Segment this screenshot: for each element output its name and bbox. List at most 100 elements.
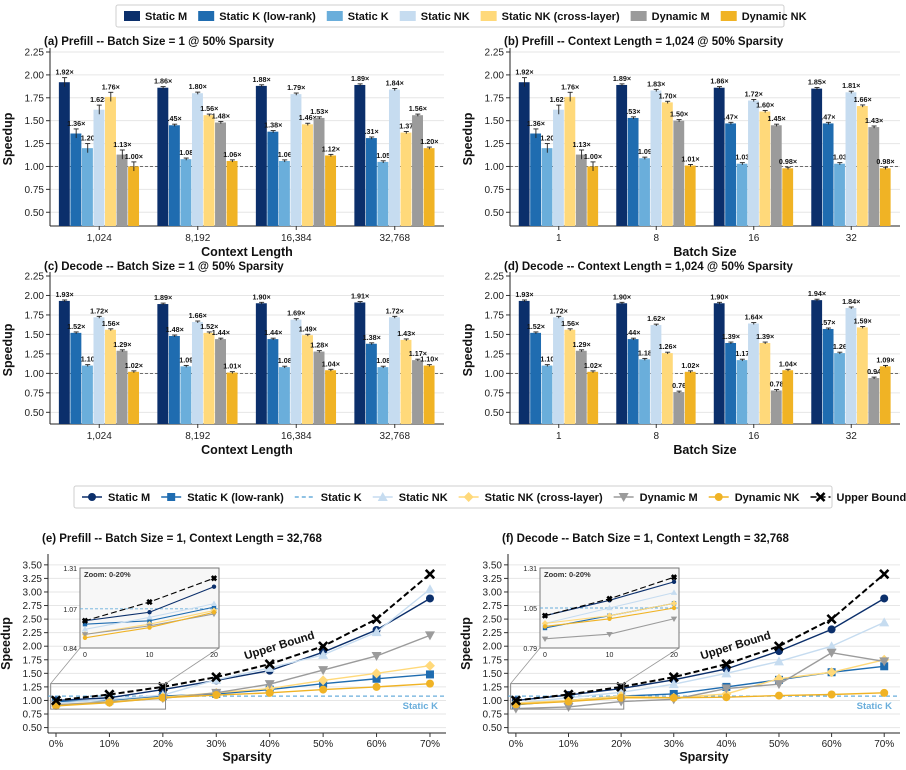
data-label: 1.79× [287, 83, 305, 92]
data-label: 1.66× [189, 311, 207, 320]
panel-c-decode-context: (c) Decode -- Batch Size = 1 @ 50% Spars… [1, 261, 444, 457]
bar [81, 365, 93, 424]
series-line [55, 588, 431, 704]
bar [116, 154, 128, 226]
bar [278, 367, 290, 424]
y-tick-label: 1.25 [25, 349, 45, 360]
data-point [158, 693, 167, 702]
legend-marker [463, 492, 474, 502]
inset-title: Zoom: 0-20% [544, 570, 591, 579]
data-point [879, 568, 890, 580]
bar [313, 117, 325, 226]
data-point [424, 660, 435, 671]
data-point [827, 625, 836, 634]
data-label: 1.86× [710, 77, 728, 86]
legend-label: Static NK [399, 492, 448, 504]
data-label: 1.38× [363, 333, 381, 342]
bar [128, 166, 140, 226]
bar [713, 87, 725, 226]
panel-b-prefill-batch: (b) Prefill -- Context Length = 1,024 @ … [461, 36, 900, 259]
x-tick-label: 16 [748, 233, 760, 244]
inset-y-tick-label: 1.07 [63, 607, 77, 614]
y-tick-label: 2.50 [483, 615, 503, 626]
bar [725, 123, 737, 226]
top-legend: Static M Static K (low-rank) Static K Stati… [115, 4, 807, 28]
data-label: 1.48× [166, 325, 184, 334]
bar [834, 163, 845, 226]
y-tick-label: 3.25 [23, 574, 43, 585]
series-line [515, 692, 885, 705]
x-tick-label: 70% [874, 739, 894, 750]
data-label: 1.04× [779, 359, 797, 368]
bar [713, 303, 725, 424]
panel-title: (a) Prefill -- Batch Size = 1 @ 50% Spar… [44, 36, 275, 48]
inset-point [671, 605, 677, 611]
bar [822, 123, 834, 226]
data-label: .47× [724, 112, 738, 121]
data-label: 1.56× [200, 104, 218, 113]
legend-swatch [720, 11, 737, 21]
bar [70, 133, 82, 226]
data-label: 1.52× [527, 322, 545, 331]
data-label: 1.81× [842, 81, 860, 90]
series-line [515, 597, 885, 702]
legend-marker [167, 493, 176, 501]
data-point [424, 584, 435, 594]
legend-swatch [326, 11, 343, 21]
x-tick-label: 70% [420, 739, 440, 750]
bar [575, 154, 587, 226]
data-label: 1.90× [710, 292, 728, 301]
data-point [774, 691, 783, 700]
series-line [515, 573, 885, 702]
data-point [773, 641, 785, 652]
data-label: 1.66× [854, 95, 872, 104]
y-tick-label: 1.50 [23, 669, 43, 680]
legend-label: Static NK (cross-layer) [502, 11, 620, 23]
data-point [721, 668, 732, 678]
panel-d-decode-batch: (d) Decode -- Context Length = 1,024 @ 5… [461, 261, 900, 457]
data-label: 1.69× [287, 309, 305, 318]
inset-point [671, 579, 677, 585]
data-point [879, 617, 890, 627]
bar [215, 122, 226, 226]
bar [302, 124, 313, 226]
data-label: 1.09 [179, 355, 193, 364]
y-tick-label: 1.25 [485, 139, 505, 150]
data-label: 1.89× [351, 74, 369, 83]
bar [168, 335, 180, 424]
data-label: 1.88× [253, 75, 271, 84]
data-point [265, 688, 274, 697]
y-axis-label: Speedup [461, 112, 475, 165]
data-point [668, 679, 679, 689]
inset-x-tick-label: 20 [670, 652, 678, 659]
data-point [318, 666, 329, 676]
y-axis-label: Speedup [0, 617, 13, 670]
panel-f-decode-sparsity: (f) Decode -- Batch Size = 1, Context Le… [459, 533, 900, 764]
bar [736, 163, 748, 226]
data-point [564, 697, 573, 706]
data-label: 1.83× [647, 79, 665, 88]
inset-point [147, 610, 152, 615]
data-point [211, 674, 222, 684]
zoom-connector [165, 647, 220, 684]
bar [128, 371, 140, 424]
data-label: .53× [626, 107, 640, 116]
bar [650, 325, 662, 424]
bar [759, 111, 771, 226]
y-tick-label: 2.25 [25, 48, 45, 59]
bar [226, 372, 238, 424]
x-tick-label: 60% [822, 739, 842, 750]
y-tick-label: 0.75 [23, 710, 43, 721]
y-tick-label: 0.75 [485, 388, 505, 399]
x-tick-label: 40% [716, 739, 736, 750]
bar [518, 82, 530, 226]
legend-swatch [480, 11, 497, 21]
x-tick-label: 60% [367, 739, 387, 750]
inset-point [670, 589, 678, 595]
data-label: 1.91× [351, 292, 369, 301]
bar [365, 138, 377, 226]
data-label: 1.76× [102, 82, 120, 91]
legend-swatch [124, 11, 140, 21]
data-label: 1.09 [638, 147, 652, 156]
x-tick-label: 8 [653, 431, 659, 442]
